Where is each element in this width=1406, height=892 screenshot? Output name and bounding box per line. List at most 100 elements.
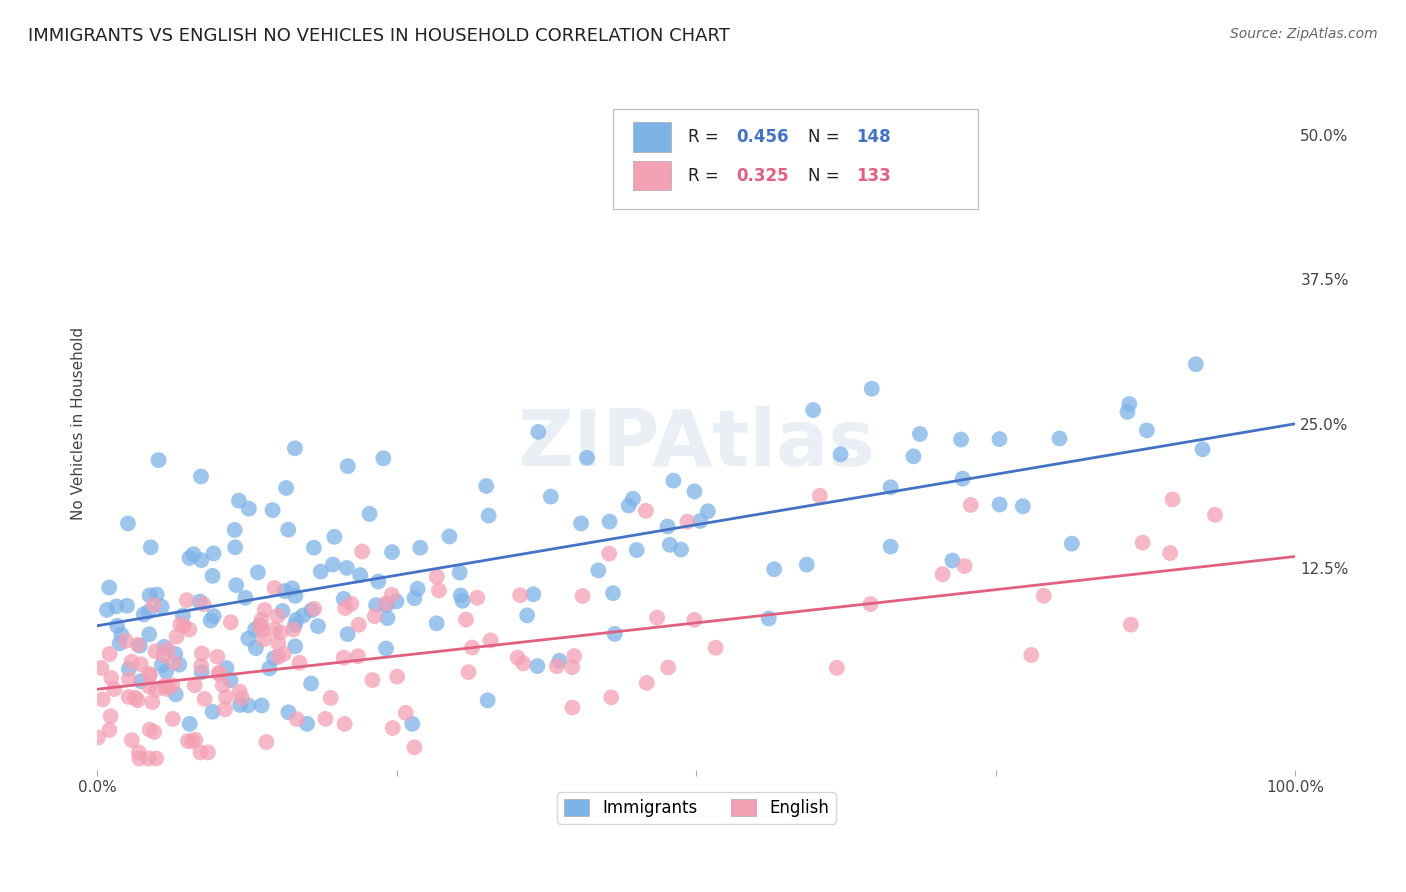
Immigrants [950,433,973,447]
Immigrants [988,498,1011,512]
Immigrants [696,504,718,518]
English [145,644,167,658]
Immigrants [292,608,315,623]
Immigrants [246,566,269,580]
Text: ZIPAtlas: ZIPAtlas [517,407,875,483]
Immigrants [801,403,824,417]
English [181,734,204,748]
English [676,515,699,529]
English [347,617,370,632]
Immigrants [302,541,325,555]
Immigrants [262,503,284,517]
Immigrants [108,636,131,650]
Immigrants [276,481,298,495]
English [183,678,205,692]
English [546,659,568,673]
Immigrants [263,651,285,665]
Immigrants [796,558,818,572]
English [103,682,125,697]
Immigrants [527,425,550,439]
English [114,633,136,648]
English [143,725,166,739]
Immigrants [224,541,246,555]
Immigrants [575,450,598,465]
Immigrants [202,609,225,624]
Immigrants [285,613,308,627]
Text: 0.325: 0.325 [735,167,789,185]
Legend: Immigrants, English: Immigrants, English [557,792,835,824]
English [250,623,273,637]
English [162,712,184,726]
Immigrants [1191,442,1213,457]
English [859,597,882,611]
Immigrants [243,623,266,637]
English [404,740,426,755]
English [571,589,593,603]
Immigrants [1116,405,1139,419]
English [156,642,179,657]
English [340,597,363,611]
Immigrants [602,586,624,600]
Immigrants [165,687,187,701]
Immigrants [117,516,139,531]
English [381,588,404,602]
English [636,676,658,690]
English [219,615,242,630]
English [683,613,706,627]
English [121,655,143,669]
English [139,668,162,682]
English [645,610,668,624]
English [263,623,285,637]
Immigrants [449,566,471,580]
English [1119,617,1142,632]
English [302,601,325,615]
English [100,671,122,685]
Immigrants [478,508,501,523]
Immigrants [860,382,883,396]
Immigrants [150,599,173,614]
Immigrants [245,641,267,656]
English [208,666,231,681]
Immigrants [115,599,138,613]
English [214,702,236,716]
Immigrants [1118,397,1140,411]
English [162,678,184,692]
English [87,731,110,745]
Immigrants [129,674,152,689]
English [285,712,308,726]
Immigrants [451,594,474,608]
English [1159,546,1181,560]
English [461,640,484,655]
Immigrants [301,603,323,617]
English [169,617,191,632]
English [127,638,149,652]
English [270,625,292,640]
Immigrants [367,574,389,589]
English [176,593,198,607]
English [704,640,727,655]
Text: N =: N = [808,167,845,185]
English [142,598,165,612]
Immigrants [763,562,786,576]
English [208,666,231,681]
Immigrants [179,716,201,731]
Immigrants [373,451,395,466]
Immigrants [229,698,252,712]
English [1132,535,1154,549]
Immigrants [588,563,610,577]
Immigrants [952,472,974,486]
Text: 148: 148 [856,128,890,146]
English [465,591,488,605]
English [273,647,295,661]
English [197,745,219,759]
English [127,693,149,707]
English [179,623,201,637]
English [129,657,152,672]
English [91,692,114,706]
English [121,733,143,747]
Immigrants [224,523,246,537]
English [953,559,976,574]
English [314,712,336,726]
English [319,690,342,705]
Immigrants [150,658,173,673]
